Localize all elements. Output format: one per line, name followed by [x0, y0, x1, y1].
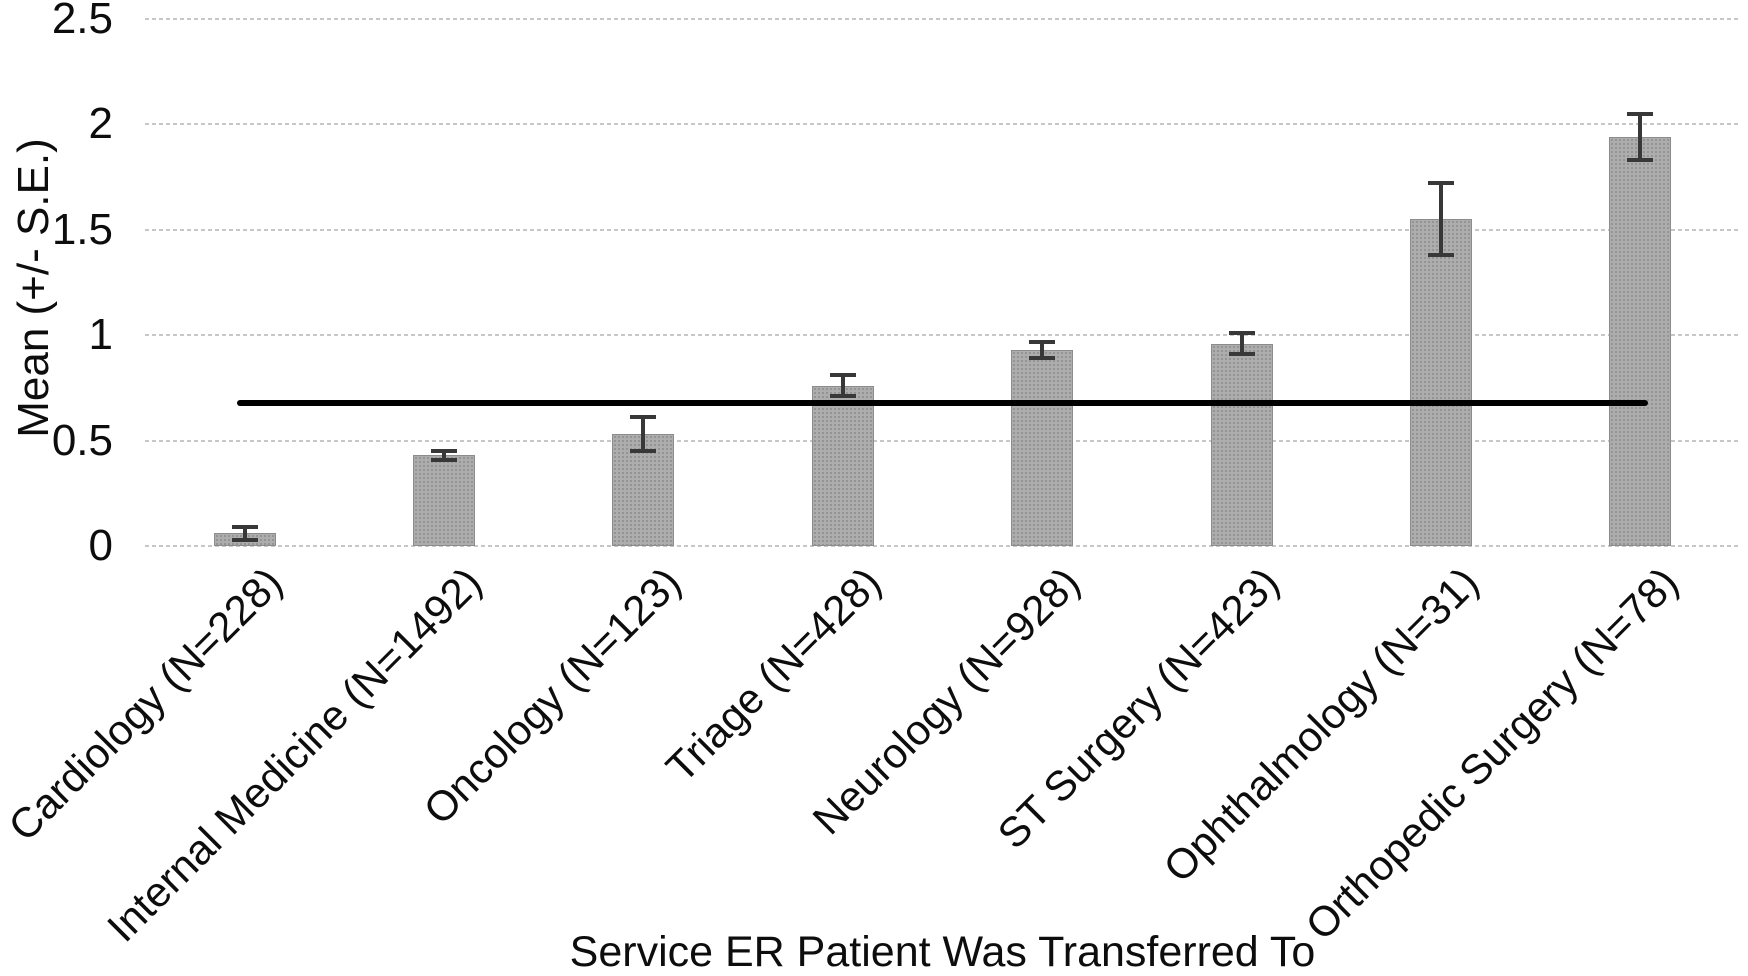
error-bar-cap-top-neurology — [1029, 339, 1056, 344]
error-bar-cardiology — [242, 527, 247, 540]
gridline-0 — [145, 545, 1740, 547]
error-bar-triage — [840, 375, 845, 397]
bar-triage — [811, 385, 874, 546]
error-bar-cap-top-triage — [829, 373, 856, 378]
error-bar-cap-top-ophthalmology — [1427, 181, 1454, 186]
error-bar-internal-medicine — [442, 451, 447, 460]
y-tick-label-2.5: 2.5 — [51, 0, 113, 43]
error-bar-cap-bottom-orthopedic-surgery — [1627, 158, 1654, 163]
gridline-0.5 — [145, 439, 1740, 442]
error-bar-cap-bottom-triage — [829, 394, 856, 399]
y-tick-label-2: 2 — [88, 99, 113, 149]
error-bar-cap-bottom-oncology — [630, 449, 657, 454]
error-bar-neurology — [1040, 341, 1045, 359]
bar-internal-medicine — [413, 455, 476, 546]
error-bar-orthopedic-surgery — [1638, 113, 1643, 161]
bar-neurology — [1011, 349, 1074, 546]
error-bar-cap-bottom-ophthalmology — [1427, 253, 1454, 258]
error-bar-cap-bottom-neurology — [1029, 356, 1056, 361]
error-bar-cap-top-st-surgery — [1228, 331, 1255, 336]
error-bar-cap-bottom-st-surgery — [1228, 352, 1255, 357]
gridline-1 — [145, 334, 1740, 337]
x-label-internal-medicine: Internal Medicine (N=1492) — [98, 558, 491, 951]
reference-line — [236, 399, 1649, 406]
error-bar-st-surgery — [1239, 333, 1244, 355]
x-label-triage: Triage (N=428) — [656, 558, 890, 791]
error-bar-cap-top-internal-medicine — [431, 449, 458, 454]
y-tick-label-0: 0 — [88, 521, 113, 570]
gridline-2 — [145, 123, 1740, 126]
bar-st-surgery — [1210, 343, 1273, 546]
gridline-1.5 — [145, 228, 1740, 231]
error-bar-cap-top-oncology — [630, 415, 657, 420]
error-bar-cap-bottom-cardiology — [231, 537, 258, 542]
y-tick-label-0.5: 0.5 — [51, 415, 113, 465]
bar-ophthalmology — [1409, 219, 1472, 546]
error-bar-oncology — [641, 417, 646, 452]
y-tick-label-1.5: 1.5 — [51, 204, 113, 254]
error-bar-cap-top-cardiology — [231, 525, 258, 530]
error-bar-cap-bottom-internal-medicine — [431, 457, 458, 462]
error-bar-ophthalmology — [1438, 183, 1443, 256]
error-bar-cap-top-orthopedic-surgery — [1627, 111, 1654, 116]
x-label-orthopedic-surgery: Orthopedic Surgery (N=78) — [1296, 558, 1687, 949]
gridline-2.5 — [145, 18, 1740, 20]
x-axis-title: Service ER Patient Was Transferred To — [569, 928, 1316, 976]
bar-orthopedic-surgery — [1609, 137, 1672, 546]
y-tick-label-1: 1 — [88, 310, 113, 360]
